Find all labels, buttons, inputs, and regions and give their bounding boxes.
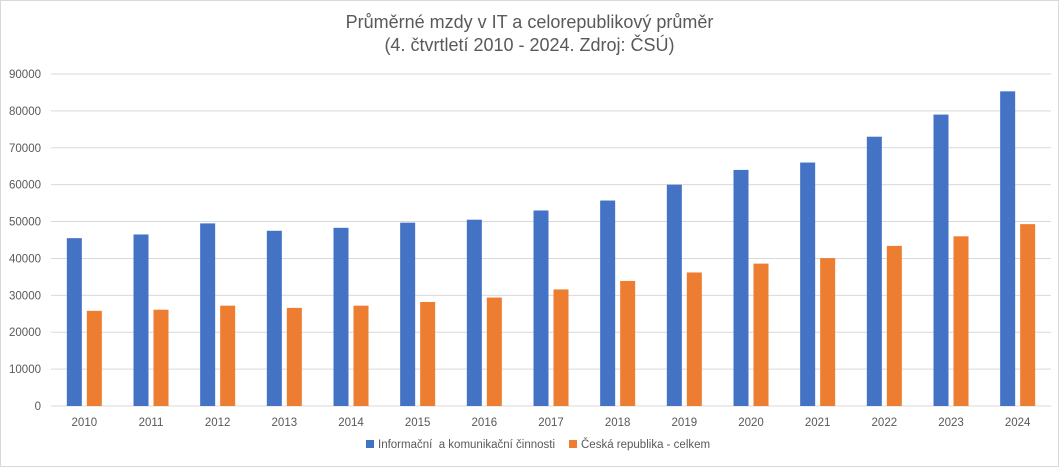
y-tick-label: 10000 <box>9 364 41 376</box>
legend-swatch <box>569 440 577 448</box>
x-tick-label: 2022 <box>872 417 898 429</box>
y-tick-label: 20000 <box>9 327 41 339</box>
chart-subtitle: (4. čtvrtletí 2010 - 2024. Zdroj: ČSÚ) <box>384 35 675 55</box>
bar-it-2021 <box>800 162 816 406</box>
y-tick-label: 30000 <box>9 290 41 302</box>
bar-cr-2024 <box>1020 224 1036 406</box>
bar-cr-2015 <box>420 301 436 406</box>
x-tick-label: 2019 <box>672 417 698 429</box>
legend-label: Informační a komunikační činnosti <box>378 439 555 451</box>
bar-it-2013 <box>266 230 282 406</box>
bar-it-2023 <box>933 114 949 407</box>
bar-cr-2023 <box>953 236 969 406</box>
x-tick-label: 2011 <box>139 417 164 429</box>
bar-cr-2019 <box>686 272 702 406</box>
y-tick-label: 80000 <box>9 106 41 118</box>
x-tick-label: 2023 <box>938 417 964 429</box>
bar-it-2010 <box>66 238 82 406</box>
x-tick-label: 2018 <box>605 417 631 429</box>
bar-cr-2010 <box>86 310 102 406</box>
bar-it-2022 <box>866 136 882 406</box>
x-tick-label: 2013 <box>272 417 298 429</box>
x-tick-label: 2010 <box>72 417 98 429</box>
bar-cr-2020 <box>753 263 769 406</box>
x-tick-label: 2014 <box>338 417 364 429</box>
bar-it-2014 <box>333 227 349 406</box>
legend-label: Česká republika - celkem <box>581 438 710 451</box>
bar-cr-2021 <box>820 258 836 406</box>
y-tick-label: 90000 <box>9 69 41 81</box>
x-tick-label: 2016 <box>472 417 498 429</box>
x-tick-label: 2020 <box>738 417 764 429</box>
x-tick-label: 2017 <box>538 417 564 429</box>
x-tick-label: 2012 <box>205 417 231 429</box>
bar-it-2015 <box>400 222 416 406</box>
bar-cr-2022 <box>886 245 902 406</box>
bar-it-2024 <box>1000 91 1016 407</box>
bar-it-2018 <box>600 200 616 406</box>
bar-it-2019 <box>666 184 682 406</box>
chart-title-block: Průměrné mzdy v IT a celorepublikový prů… <box>1 11 1058 57</box>
y-tick-label: 0 <box>35 401 41 413</box>
bar-cr-2011 <box>153 309 169 406</box>
x-tick-label: 2021 <box>805 417 831 429</box>
bar-it-2016 <box>466 219 482 406</box>
bar-it-2011 <box>133 234 149 406</box>
y-tick-label: 50000 <box>9 217 41 229</box>
bar-cr-2017 <box>553 289 569 406</box>
x-tick-label: 2015 <box>405 417 431 429</box>
y-tick-label: 70000 <box>9 143 41 155</box>
bar-it-2020 <box>733 169 749 406</box>
y-tick-label: 40000 <box>9 253 41 265</box>
bar-cr-2016 <box>486 297 502 406</box>
legend-swatch <box>366 440 374 448</box>
bar-it-2017 <box>533 210 549 406</box>
y-tick-label: 60000 <box>9 180 41 192</box>
bar-cr-2013 <box>286 307 302 406</box>
x-tick-label: 2024 <box>1005 417 1031 429</box>
bar-cr-2014 <box>353 305 369 406</box>
chart-title: Průměrné mzdy v IT a celorepublikový prů… <box>345 12 714 32</box>
bar-cr-2012 <box>220 305 236 406</box>
bar-it-2012 <box>200 223 216 406</box>
bar-cr-2018 <box>620 280 636 406</box>
